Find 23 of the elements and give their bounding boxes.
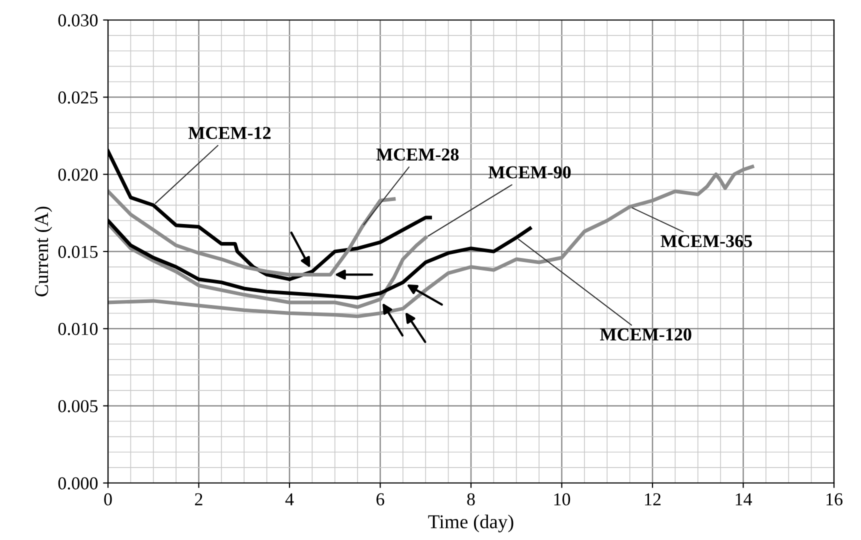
x-tick-label: 4 <box>285 493 294 506</box>
text: MCEM-120 <box>600 328 692 341</box>
y-tick-label: 0.020 <box>58 168 98 181</box>
x-tick-label: 0 <box>104 493 112 506</box>
x-tick-label: 10 <box>554 493 570 506</box>
text: MCEM-28 <box>376 148 459 161</box>
x-tick-label: 8 <box>467 493 475 506</box>
x-tick-label: 12 <box>645 493 661 506</box>
y-tick-label: 0.025 <box>58 91 98 104</box>
x-tick-label: 2 <box>195 493 202 506</box>
y-axis-title: Current (A) <box>34 206 52 296</box>
y-tick-label: 0.030 <box>58 14 98 27</box>
y-tick-label: 0.015 <box>58 246 98 258</box>
series-label: MCEM-365 <box>660 235 752 248</box>
text: MCEM-90 <box>488 166 571 178</box>
x-tick-label: 16 <box>826 493 842 506</box>
text: MCEM-12 <box>188 126 271 140</box>
x-tick-label: 6 <box>376 493 384 506</box>
y-tick-label: 0.010 <box>58 322 98 336</box>
x-tick-label: 14 <box>736 493 752 506</box>
y-tick-label: 0.005 <box>58 400 98 412</box>
x-axis-title: Time (day) <box>428 514 514 532</box>
y-tick-label: 0.000 <box>58 477 98 490</box>
